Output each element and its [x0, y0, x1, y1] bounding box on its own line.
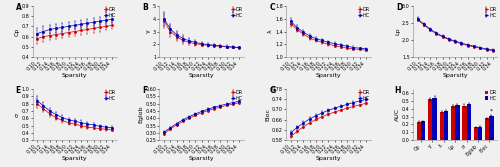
- X-axis label: Sparsity: Sparsity: [62, 73, 88, 78]
- X-axis label: Sparsity: Sparsity: [316, 156, 341, 161]
- Bar: [462, 106, 466, 140]
- Y-axis label: σ: σ: [14, 113, 20, 117]
- Bar: [451, 106, 455, 140]
- Text: G: G: [269, 86, 276, 95]
- Y-axis label: Lp: Lp: [395, 28, 400, 35]
- Bar: [455, 105, 460, 140]
- X-axis label: Sparsity: Sparsity: [62, 156, 88, 161]
- Bar: [417, 122, 421, 140]
- Text: C: C: [269, 3, 275, 12]
- Legend: DR, HC: DR, HC: [358, 90, 370, 101]
- X-axis label: Sparsity: Sparsity: [189, 156, 214, 161]
- Text: H: H: [394, 86, 401, 95]
- Text: E: E: [16, 86, 21, 95]
- Y-axis label: AUC: AUC: [395, 108, 400, 121]
- Bar: [440, 112, 444, 140]
- Text: D: D: [396, 3, 402, 12]
- Y-axis label: Cp: Cp: [14, 27, 20, 36]
- Bar: [444, 111, 448, 140]
- X-axis label: Sparsity: Sparsity: [316, 73, 341, 78]
- Y-axis label: γ: γ: [146, 30, 151, 33]
- Bar: [466, 104, 471, 140]
- Legend: DR, HC: DR, HC: [484, 90, 496, 101]
- Text: F: F: [142, 86, 148, 95]
- X-axis label: Sparsity: Sparsity: [189, 73, 214, 78]
- Bar: [485, 118, 490, 140]
- Text: A: A: [16, 3, 22, 12]
- Text: B: B: [142, 3, 148, 12]
- Bar: [490, 116, 494, 140]
- Legend: DR, HC: DR, HC: [104, 90, 116, 101]
- Legend: DR, HC: DR, HC: [358, 7, 370, 18]
- Legend: DR, HC: DR, HC: [231, 90, 243, 101]
- Bar: [478, 127, 482, 140]
- Bar: [421, 121, 426, 140]
- X-axis label: Sparsity: Sparsity: [442, 73, 468, 78]
- Bar: [432, 98, 437, 140]
- Bar: [428, 99, 432, 140]
- Legend: DR, HC: DR, HC: [484, 7, 496, 18]
- Text: *: *: [490, 109, 493, 114]
- Y-axis label: λ: λ: [268, 30, 273, 33]
- Bar: [474, 127, 478, 140]
- Y-axis label: Eglob: Eglob: [138, 106, 143, 123]
- Y-axis label: Eloc: Eloc: [265, 108, 270, 121]
- Legend: DR, HC: DR, HC: [104, 7, 116, 18]
- Legend: DR, HC: DR, HC: [231, 7, 243, 18]
